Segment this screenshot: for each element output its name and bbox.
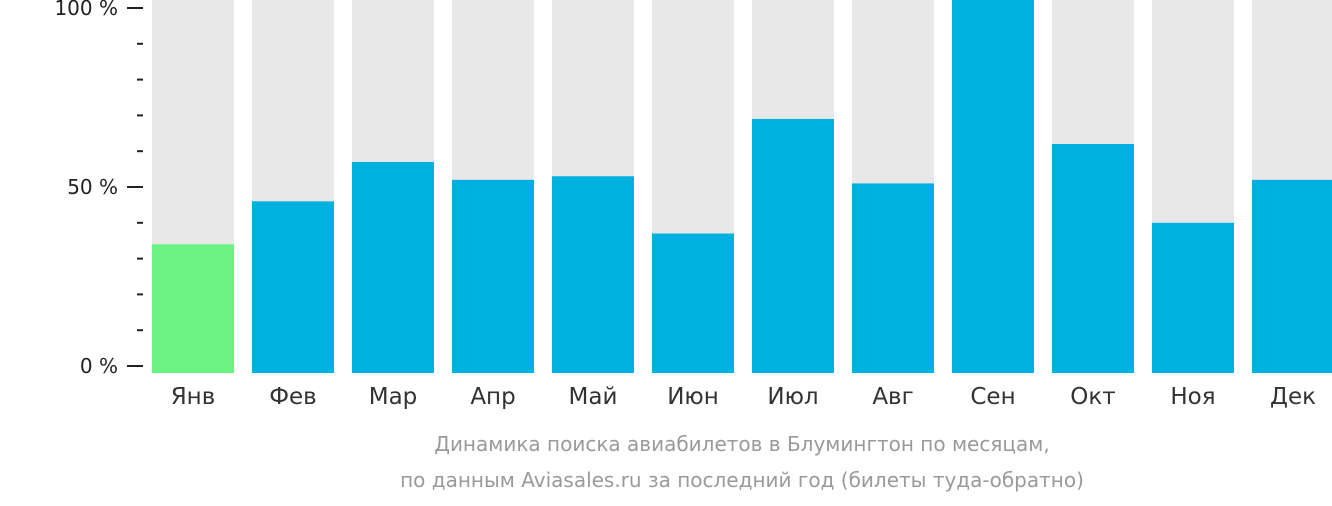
bar-6 (652, 233, 734, 373)
x-tick-label: Окт (1070, 384, 1115, 410)
bar-2 (252, 201, 334, 373)
x-tick-label: Мар (369, 384, 418, 410)
x-tick-label: Июл (767, 384, 818, 410)
bar-1 (152, 244, 234, 373)
y-tick-label: 100 % (54, 0, 118, 20)
x-tick-label: Июн (667, 384, 719, 410)
bar-11 (1152, 222, 1234, 373)
bar-12 (1252, 179, 1332, 373)
bar-9 (952, 0, 1034, 373)
caption-line-2: по данным Aviasales.ru за последний год … (400, 468, 1084, 492)
bar-10 (1052, 144, 1134, 373)
bar-7 (752, 118, 834, 373)
y-tick-label: 50 % (67, 175, 118, 199)
x-tick-label: Дек (1270, 384, 1316, 410)
x-tick-label: Авг (872, 384, 913, 410)
x-axis-labels: Янв Фев Мар Апр Май Июн Июл Авг Сен Окт Ноя Дек (171, 384, 1316, 410)
data-bars (152, 0, 1332, 373)
caption-line-1: Динамика поиска авиабилетов в Блумингтон… (434, 432, 1049, 456)
x-tick-label: Сен (970, 384, 1015, 410)
x-tick-label: Ноя (1170, 384, 1215, 410)
bar-5 (552, 176, 634, 373)
x-tick-label: Янв (171, 384, 216, 410)
bar-4 (452, 179, 534, 373)
y-axis: 0 % 50 % 100 % (54, 0, 143, 378)
x-tick-label: Май (569, 384, 618, 410)
x-tick-label: Фев (269, 384, 317, 410)
y-tick-label: 0 % (80, 354, 118, 378)
bar-8 (852, 183, 934, 373)
x-tick-label: Апр (470, 384, 515, 410)
bar-3 (352, 161, 434, 373)
